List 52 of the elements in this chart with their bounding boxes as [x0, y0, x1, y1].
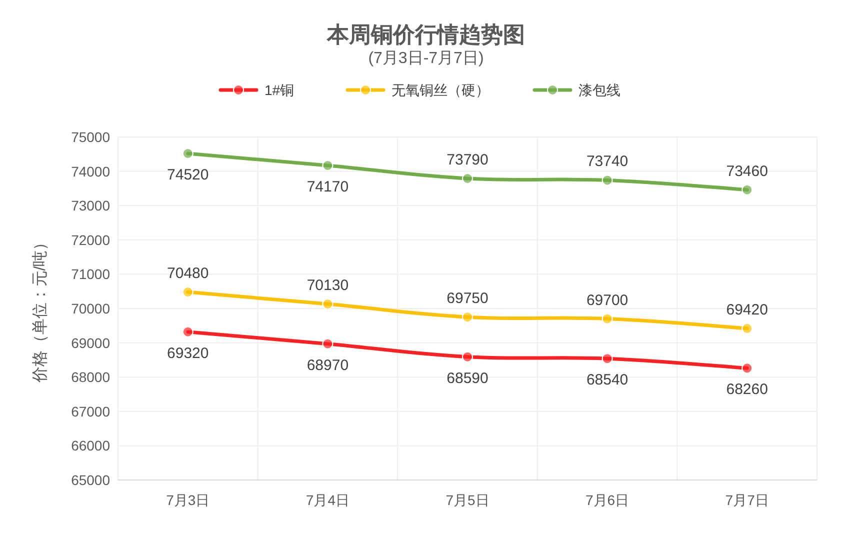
- legend-label: 漆包线: [578, 82, 620, 98]
- y-axis-title: 价格（单位：元/吨）: [31, 234, 49, 384]
- y-tick-label: 72000: [71, 232, 110, 248]
- data-label: 73740: [586, 153, 628, 170]
- chart-title: 本周铜价行情趋势图: [326, 22, 525, 47]
- data-label: 70480: [167, 265, 209, 282]
- point: [322, 160, 334, 171]
- data-label: 73790: [446, 152, 488, 169]
- x-tick-label: 7月4日: [306, 492, 350, 508]
- data-label: 74170: [306, 178, 349, 196]
- x-tick-label: 7月6日: [586, 492, 630, 508]
- legend-label: 无氧铜丝（硬）: [392, 82, 490, 98]
- data-label: 69750: [446, 290, 488, 308]
- point: [462, 312, 473, 323]
- data-label: 68590: [446, 370, 488, 387]
- x-tick-label: 7月7日: [725, 492, 769, 508]
- y-tick-label: 73000: [71, 198, 110, 214]
- x-tick-label: 7月5日: [446, 492, 490, 508]
- data-label: 69420: [726, 301, 768, 318]
- y-tick-label: 65000: [71, 472, 110, 488]
- y-tick-label: 67000: [71, 403, 110, 420]
- point: [182, 148, 194, 159]
- point: [322, 298, 334, 310]
- data-label: 73460: [726, 162, 768, 180]
- y-tick-label: 66000: [71, 438, 110, 454]
- data-label: 69320: [167, 344, 209, 362]
- x-tick-label: 7月3日: [166, 492, 210, 508]
- point: [742, 184, 753, 196]
- point: [602, 174, 613, 186]
- legend-label: 1#铜: [264, 82, 294, 98]
- y-tick-label: 75000: [71, 129, 110, 145]
- data-label: 70130: [306, 277, 349, 294]
- chart-subtitle: (7月3日-7月7日): [368, 50, 484, 67]
- data-label: 68970: [306, 356, 349, 374]
- data-label: 68540: [586, 372, 628, 389]
- point: [602, 353, 613, 364]
- point: [322, 338, 334, 350]
- point: [462, 351, 473, 362]
- y-tick-label: 74000: [71, 163, 110, 180]
- y-tick-label: 69000: [71, 334, 110, 351]
- data-label: 69700: [586, 292, 628, 309]
- point: [182, 326, 194, 338]
- y-tick-label: 70000: [71, 300, 110, 316]
- data-label: 68260: [726, 381, 768, 398]
- point: [462, 173, 473, 184]
- y-tick-label: 68000: [71, 369, 110, 386]
- y-tick-label: 71000: [71, 266, 110, 282]
- point: [602, 313, 613, 324]
- point: [742, 362, 753, 374]
- point: [182, 286, 194, 298]
- data-label: 74520: [167, 166, 209, 184]
- point: [742, 322, 753, 334]
